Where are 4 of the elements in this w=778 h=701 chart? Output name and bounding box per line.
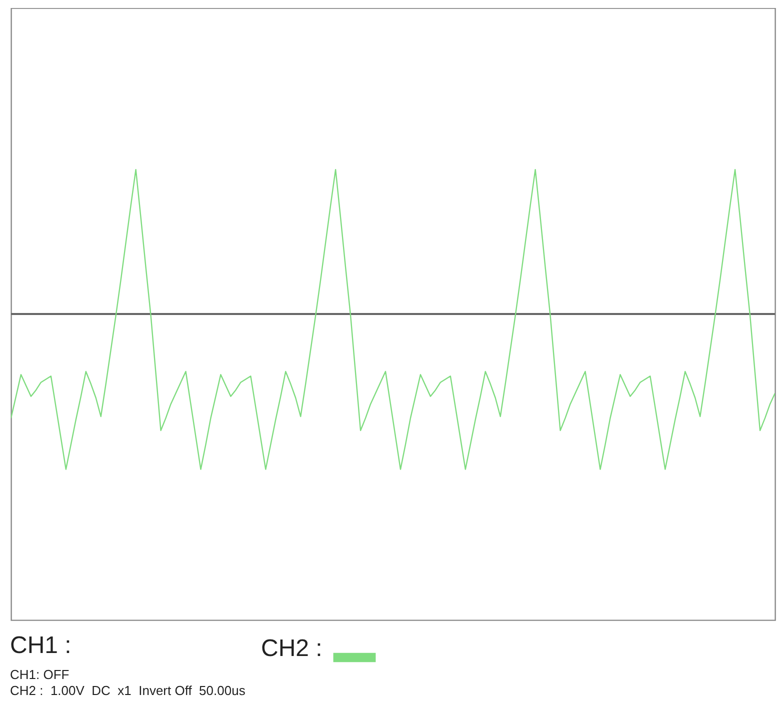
text: CH2 : 1.00V DC x1 Invert Off 50.00us: [10, 683, 246, 698]
legend-label: CH2 :: [261, 635, 322, 662]
text: CH1 :: [10, 632, 72, 660]
text: CH1: OFF: [10, 667, 70, 682]
